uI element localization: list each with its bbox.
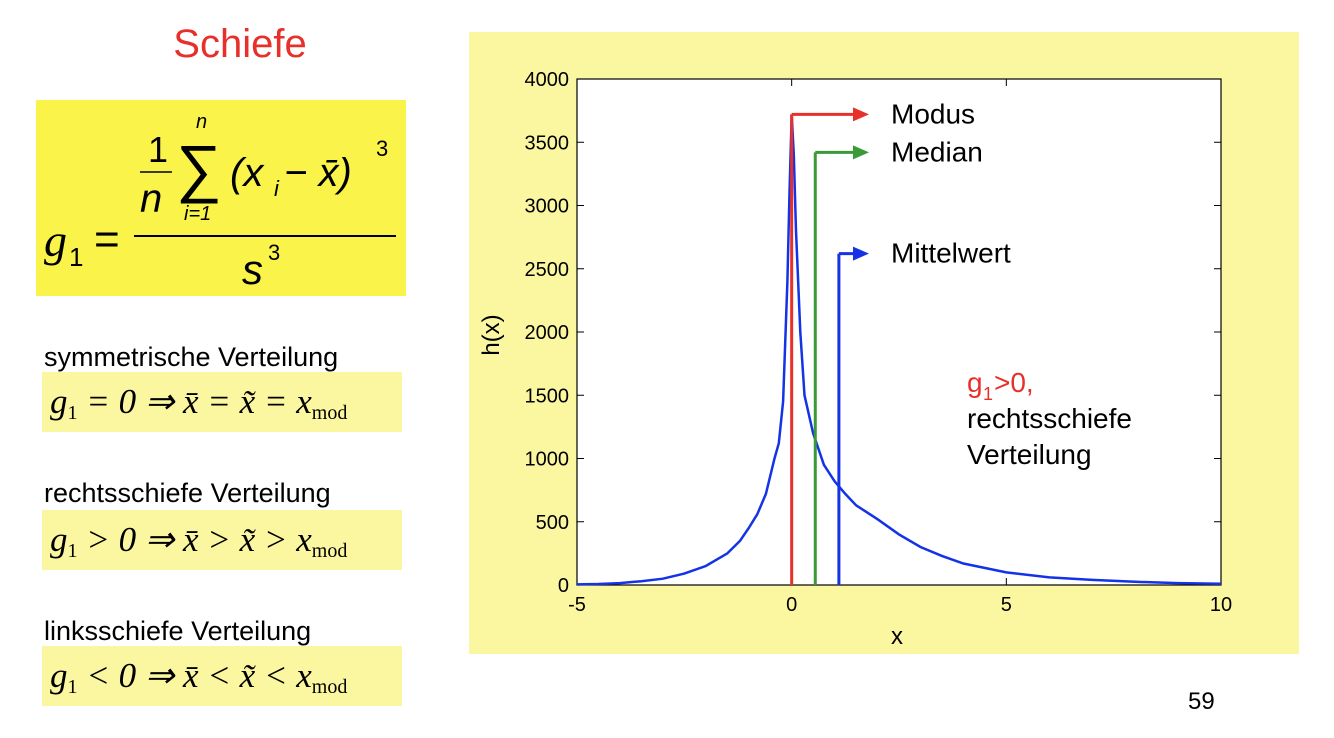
formula-n: n xyxy=(140,177,162,221)
curve-layer xyxy=(576,114,1222,586)
y-tick-label: 500 xyxy=(536,512,569,534)
chart-panel: 0 500 1000 1500 2000 2500 3000 3500 4000 -5 0 5 10 M… xyxy=(469,32,1299,654)
marker-median-arrowhead xyxy=(853,145,869,160)
y-tick-label: 2500 xyxy=(525,259,570,281)
x-tick-label: -5 xyxy=(568,594,586,616)
formula-term-sub: i xyxy=(274,176,280,201)
formula-term-rest: − x̄) xyxy=(284,151,352,195)
skewness-formula: g 1 = 1 n n ∑ i=1 (x i − x̄) 3 s 3 xyxy=(36,100,406,296)
annotation-g: g xyxy=(967,367,983,398)
formula-sigma: ∑ xyxy=(176,132,222,204)
formula-equals: = xyxy=(94,215,120,264)
marker-mittelwert-arrowhead xyxy=(853,246,869,261)
x-axis-label: x xyxy=(891,623,903,650)
case-formula-left-skewed: g1 < 0 ⇒ x̄ < x̃ < xmod xyxy=(42,646,402,706)
annotation-g-sub: 1 xyxy=(983,384,993,404)
formula-sum-upper: n xyxy=(196,111,207,133)
formula-sum-lower: i=1 xyxy=(184,203,211,225)
y-axis-label: h(x) xyxy=(478,314,505,355)
y-tick-label: 3500 xyxy=(525,132,570,154)
marker-mittelwert-label: Mittelwert xyxy=(891,238,1011,269)
case-formula-right-skewed: g1 > 0 ⇒ x̄ > x̃ > xmod xyxy=(42,510,402,570)
formula-g: g xyxy=(44,215,67,266)
slide-title: Schiefe xyxy=(173,22,307,66)
page-number: 59 xyxy=(1188,688,1215,715)
formula-s-exp: 3 xyxy=(268,240,280,265)
marker-layer: Modus Median Mittelwert xyxy=(790,98,1011,585)
formula-term-exp: 3 xyxy=(376,136,388,161)
case-formula-symmetric: g1 = 0 ⇒ x̄ = x̃ = xmod xyxy=(42,372,402,432)
x-tick-label: 10 xyxy=(1210,594,1232,616)
y-tick-label: 4000 xyxy=(525,69,570,91)
y-tick-label: 3000 xyxy=(525,196,570,218)
formula-g-sub: 1 xyxy=(69,242,83,272)
marker-modus-label: Modus xyxy=(891,98,975,129)
formula-term: (x xyxy=(230,151,265,195)
annotation-g-rest: >0, xyxy=(994,367,1034,398)
annotation-line3: Verteilung xyxy=(967,439,1092,470)
x-tick-label: 0 xyxy=(786,594,797,616)
y-tick-label: 1500 xyxy=(525,385,570,407)
y-tick-label: 0 xyxy=(558,575,569,597)
formula-s: s xyxy=(242,246,263,293)
case-label-right-skewed: rechtsschiefe Verteilung xyxy=(44,478,331,508)
x-tick-label: 5 xyxy=(1001,594,1012,616)
case-label-symmetric: symmetrische Verteilung xyxy=(44,342,339,372)
formula-one: 1 xyxy=(148,129,168,170)
case-label-left-skewed: linksschiefe Verteilung xyxy=(44,616,312,646)
marker-modus-arrowhead xyxy=(853,107,869,122)
series-line-h-x xyxy=(576,114,1222,586)
y-tick-label: 2000 xyxy=(525,322,570,344)
y-tick-label: 1000 xyxy=(525,449,570,471)
formula-svg: g 1 = 1 n n ∑ i=1 (x i − x̄) 3 s 3 xyxy=(44,111,396,293)
marker-median-label: Median xyxy=(891,136,983,167)
annotation-line2: rechtsschiefe xyxy=(967,403,1132,434)
